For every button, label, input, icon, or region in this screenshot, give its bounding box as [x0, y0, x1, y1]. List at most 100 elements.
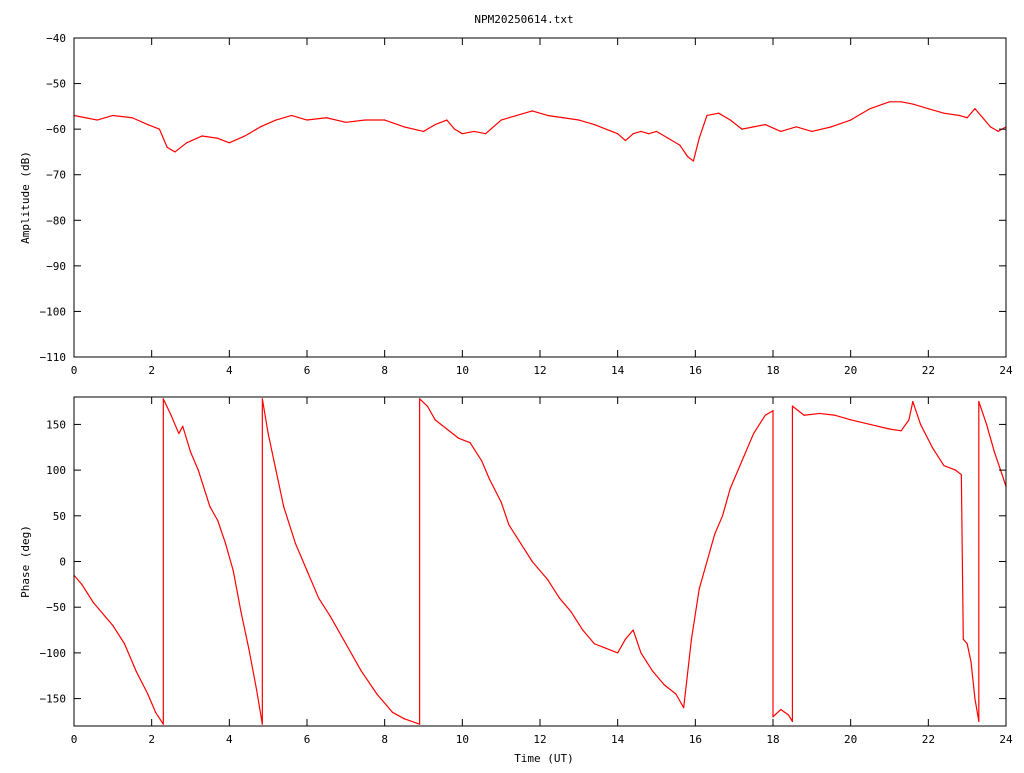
panel-1-data-point: [706, 114, 708, 117]
panel-1-data-point: [345, 121, 347, 123]
panel-2-data-point: [772, 410, 774, 412]
panel-1-data-point: [830, 126, 832, 128]
panel-1-data-point: [667, 137, 669, 139]
panel-2-data-point: [900, 430, 902, 432]
panel-1-y-tick-label: −90: [46, 260, 66, 273]
panel-1-data-point: [632, 133, 634, 135]
panel-1-data-point: [446, 119, 448, 121]
panel-2-data-point: [954, 469, 957, 471]
panel-2-data-point: [570, 611, 572, 613]
panel-2-x-tick-label: 18: [766, 733, 779, 746]
panel-2-data-point: [294, 542, 296, 544]
panel-1-data-point: [578, 119, 580, 121]
panel-1-x-tick-label: 4: [226, 364, 233, 377]
panel-2-data-point: [985, 423, 988, 426]
panel-1-data-point: [485, 133, 487, 135]
panel-1-data-point: [112, 114, 114, 117]
panel-2-data-point: [240, 611, 242, 613]
panel-1-data-point: [244, 135, 246, 137]
panel-2-x-tick-label: 4: [226, 733, 233, 746]
panel-2-data-point: [819, 412, 821, 415]
panel-2-data-point: [426, 405, 428, 407]
panel-2-data-point: [92, 602, 95, 604]
panel-2-data-point: [683, 707, 685, 709]
panel-1-x-tick-label: 18: [766, 364, 779, 377]
panel-2-data-point: [469, 442, 471, 444]
panel-1-data-point: [473, 130, 475, 133]
panel-2-data-point: [261, 723, 263, 725]
panel-1-data-point: [617, 133, 619, 135]
panel-2-y-tick-label: 100: [46, 464, 66, 477]
panel-2-data-point: [104, 615, 106, 617]
panel-1-data-point: [888, 101, 891, 103]
panel-2-data-point: [970, 661, 972, 663]
panel-2-data-point: [652, 670, 654, 672]
panel-1-data-point: [259, 126, 261, 128]
panel-1-x-tick-label: 12: [533, 364, 546, 377]
panel-1-data-point: [679, 144, 681, 146]
panel-2-data-point: [547, 579, 549, 581]
panel-2-data-point: [931, 446, 933, 448]
panel-1-y-tick-label: −110: [40, 351, 67, 364]
panel-2-data-point: [283, 506, 285, 508]
panel-1-data-point: [752, 126, 755, 128]
panel-2-x-tick-label: 22: [922, 733, 935, 746]
panel-1-data-point: [912, 103, 914, 105]
panel-1-data-point: [605, 128, 607, 130]
panel-2-data-point: [663, 684, 665, 686]
panel-2-data-point: [962, 638, 964, 640]
panel-1-x-tick-label: 22: [922, 364, 935, 377]
panel-1-x-tick-label: 0: [71, 364, 78, 377]
panel-2-data-point: [714, 533, 716, 535]
panel-1-data-point: [325, 117, 328, 119]
panel-1-y-tick-label: −100: [40, 305, 67, 318]
panel-2-data-point: [306, 570, 308, 572]
panel-2-data-point: [419, 723, 421, 725]
panel-2-data-point: [81, 583, 83, 585]
panel-1-data-point: [655, 130, 658, 133]
panel-1-data-point: [811, 130, 813, 133]
panel-1-data-point: [275, 119, 277, 121]
panel-2-x-axis-label: Time (UT): [514, 752, 574, 765]
panel-1-data-point: [850, 119, 852, 121]
panel-1-data-point: [692, 160, 694, 162]
panel-2-data-point: [345, 643, 347, 645]
panel-1-data-point: [593, 123, 595, 126]
panel-2-y-tick-label: 0: [59, 556, 66, 569]
panel-2-data-point: [919, 423, 922, 426]
panel-1-data-point: [131, 117, 133, 119]
panel-2-data-point: [147, 693, 149, 695]
panel-2-data-point: [791, 405, 794, 407]
panel-2-data-point: [531, 560, 533, 563]
panel-2-data-point: [123, 643, 126, 645]
panel-2-y-tick-label: −150: [40, 693, 67, 706]
panel-1-y-tick-label: −70: [46, 169, 66, 182]
panel-2-data-point: [888, 428, 891, 430]
panel-2-data-point: [729, 487, 731, 489]
panel-2-data-point: [721, 515, 724, 517]
panel-1-data-point: [422, 130, 425, 133]
panel-2-data-point: [690, 638, 693, 640]
panel-1-y-tick-label: −80: [46, 214, 66, 227]
panel-1-y-axis-label: Amplitude (dB): [19, 151, 32, 244]
panel-2-data-point: [582, 629, 584, 631]
panel-2-data-point: [170, 414, 172, 416]
panel-2-data-point: [803, 414, 805, 416]
panel-1-data-point: [900, 101, 902, 103]
panel-1-data-point: [780, 130, 782, 133]
panel-1-data-point: [640, 130, 642, 133]
panel-2-data-point: [632, 629, 634, 631]
panel-2-data-point: [376, 693, 378, 695]
panel-2-data-point: [640, 652, 642, 654]
panel-2-data-point: [197, 469, 199, 471]
panel-1-data-point: [166, 146, 168, 148]
panel-1-data-point: [869, 108, 871, 110]
panel-2-data-point: [318, 597, 320, 599]
panel-1-data-point: [516, 114, 518, 117]
panel-2-x-tick-label: 10: [456, 733, 469, 746]
panel-2-data-point: [1001, 474, 1003, 476]
panel-2-data-point: [752, 432, 755, 435]
panel-2-data-point: [960, 474, 962, 476]
